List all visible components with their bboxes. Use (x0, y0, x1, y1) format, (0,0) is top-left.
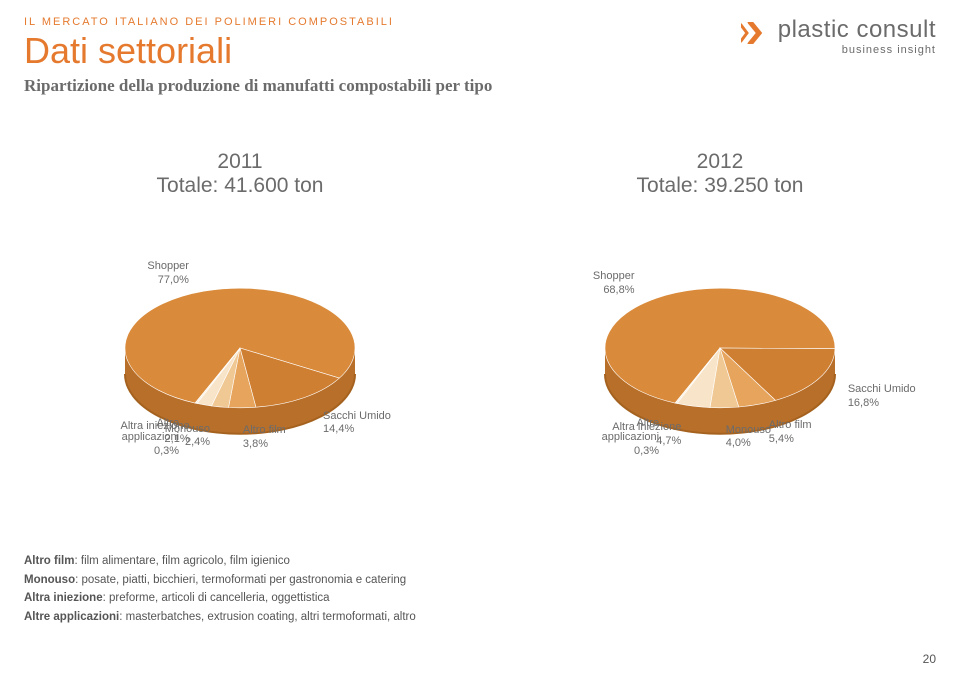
pie-right: Shopper68,8%Sacchi Umido16,8%Altro film5… (540, 228, 900, 498)
chart-left-title: 2011 Totale: 41.600 ton (25, 150, 455, 198)
pie-label: Shopper68,8% (593, 270, 635, 298)
pie-label: Shopper77,0% (147, 260, 189, 288)
chart-right: 2012 Totale: 39.250 ton Shopper68,8%Sacc… (505, 150, 935, 498)
pie-label: Altro film3,8% (243, 424, 286, 452)
charts-row: 2011 Totale: 41.600 ton Shopper77,0% Sacc… (0, 150, 960, 498)
pie-label: Sacchi Umido16,8% (848, 383, 916, 411)
brand-logo: plastic consult business insight (741, 16, 936, 56)
pie-label: Altro film5,4% (769, 419, 812, 447)
subhead: Ripartizione della produzione di manufat… (24, 76, 936, 96)
legend-line: Altra iniezione: preforme, articoli di c… (24, 589, 936, 607)
brand-text: plastic consult (778, 16, 936, 43)
legend-line: Altre applicazioni: masterbatches, extru… (24, 608, 936, 626)
brand-tagline: business insight (741, 44, 936, 56)
pie-label: Monouso4,0% (726, 424, 771, 452)
legend: Altro film: film alimentare, film agrico… (24, 552, 936, 626)
pie-label: Altreapplicazioni0,3% (602, 417, 659, 458)
pie-left: Shopper77,0% Sacchi Umido14,4% Altro film3… (60, 228, 420, 498)
page-number: 20 (923, 652, 936, 666)
legend-line: Altro film: film alimentare, film agrico… (24, 552, 936, 570)
chart-left: 2011 Totale: 41.600 ton Shopper77,0% Sacc… (25, 150, 455, 498)
legend-line: Monouso: posate, piatti, bicchieri, term… (24, 571, 936, 589)
chart-right-title: 2012 Totale: 39.250 ton (505, 150, 935, 198)
pie-label: Altreapplicazioni0,3% (122, 417, 179, 458)
pie-label: Sacchi Umido14,4% (323, 410, 391, 438)
chevron-icon (741, 22, 767, 44)
